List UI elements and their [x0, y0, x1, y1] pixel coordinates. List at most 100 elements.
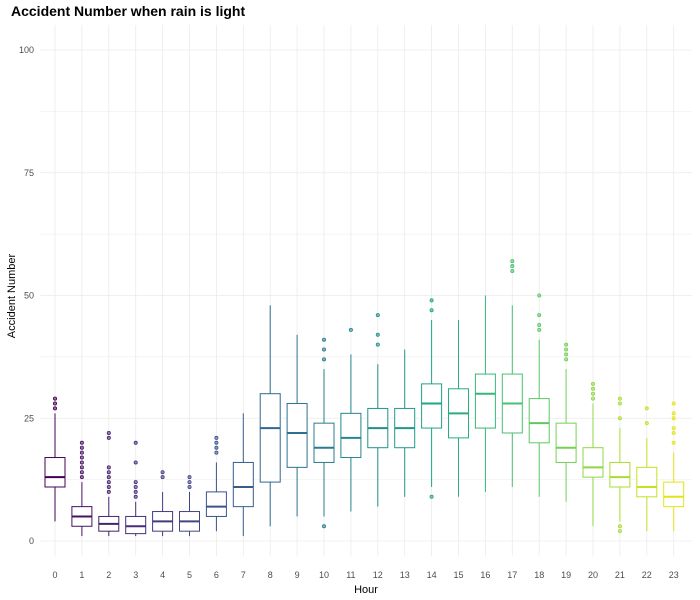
x-tick-label: 4: [160, 570, 165, 580]
x-tick-label: 11: [346, 570, 355, 580]
outlier-point: [429, 494, 434, 499]
outlier-point: [106, 489, 111, 494]
outlier-point: [106, 430, 111, 435]
y-tick-label: 0: [29, 536, 34, 546]
outlier-point: [671, 411, 676, 416]
outlier-point: [106, 484, 111, 489]
box-hour-9: [286, 334, 308, 517]
outlier-point: [106, 470, 111, 475]
outlier-point: [187, 480, 192, 485]
iqr-box: [528, 398, 550, 444]
box-hour-6: [205, 435, 227, 532]
outlier-point: [617, 529, 622, 534]
x-tick-label: 18: [534, 570, 544, 580]
outlier-point: [671, 416, 676, 421]
x-tick-label: 23: [669, 570, 679, 580]
outlier-point: [510, 259, 515, 264]
box-hour-0: [44, 396, 66, 522]
outlier-point: [79, 465, 84, 470]
x-tick-label: 0: [52, 570, 57, 580]
outlier-point: [375, 313, 380, 318]
outlier-point: [537, 313, 542, 318]
outlier-point: [106, 435, 111, 440]
y-tick-label: 25: [24, 413, 34, 423]
box-hour-7: [232, 413, 254, 537]
iqr-box: [582, 447, 604, 478]
outlier-point: [133, 484, 138, 489]
outlier-point: [510, 264, 515, 269]
outlier-point: [321, 337, 326, 342]
outlier-point: [348, 327, 353, 332]
outlier-point: [671, 430, 676, 435]
y-axis-title: Accident Number: [6, 253, 18, 338]
box-hour-2: [98, 430, 120, 537]
x-tick-label: 17: [507, 570, 517, 580]
y-tick-label: 100: [19, 45, 34, 55]
iqr-box: [313, 422, 335, 463]
box-hour-12: [367, 313, 389, 507]
y-axis-ticks: 0 25 50 75 100: [19, 45, 34, 546]
outlier-point: [133, 460, 138, 465]
outlier-point: [564, 357, 569, 362]
box-hour-8: [259, 305, 281, 527]
outlier-point: [79, 440, 84, 445]
outlier-point: [429, 298, 434, 303]
x-tick-label: 21: [615, 570, 625, 580]
outlier-point: [79, 455, 84, 460]
box-hour-22: [636, 406, 658, 532]
outlier-point: [671, 426, 676, 431]
outlier-point: [617, 396, 622, 401]
box-hour-4: [152, 470, 174, 537]
iqr-box: [286, 403, 308, 468]
outlier-point: [53, 401, 58, 406]
outlier-point: [375, 332, 380, 337]
outlier-point: [321, 347, 326, 352]
x-tick-label: 6: [214, 570, 219, 580]
y-tick-label: 50: [24, 291, 34, 301]
iqr-box: [232, 461, 254, 508]
x-axis-ticks: 0 1 2 3 4 5 6 7 8 9 10 11 12 13 14 15 16 17 18 19 20 21 22 23: [52, 570, 678, 580]
outlier-point: [644, 406, 649, 411]
x-tick-label: 2: [106, 570, 111, 580]
box-hour-1: [71, 440, 93, 537]
box-hour-15: [448, 320, 469, 497]
iqr-box: [474, 373, 496, 429]
x-tick-label: 19: [561, 570, 571, 580]
outlier-point: [53, 406, 58, 411]
outlier-point: [591, 386, 596, 391]
x-tick-label: 16: [480, 570, 490, 580]
box-hour-21: [609, 396, 631, 534]
outlier-point: [375, 342, 380, 347]
x-tick-label: 13: [400, 570, 410, 580]
outlier-point: [321, 357, 326, 362]
x-tick-label: 1: [79, 570, 84, 580]
outlier-point: [79, 475, 84, 480]
outlier-point: [133, 440, 138, 445]
outlier-point: [537, 327, 542, 332]
outlier-point: [133, 480, 138, 485]
outlier-point: [160, 470, 165, 475]
x-tick-label: 22: [642, 570, 652, 580]
outlier-point: [591, 391, 596, 396]
box-hour-13: [394, 349, 416, 497]
x-tick-label: 14: [427, 570, 437, 580]
iqr-box: [663, 481, 685, 508]
box-hour-14: [421, 298, 443, 499]
x-tick-label: 3: [133, 570, 138, 580]
outlier-point: [106, 465, 111, 470]
outlier-point: [617, 401, 622, 406]
box-hour-20: [582, 381, 604, 527]
outlier-point: [133, 494, 138, 499]
outlier-point: [537, 322, 542, 327]
iqr-box: [636, 466, 658, 498]
x-tick-label: 9: [295, 570, 300, 580]
box-hour-19: [555, 342, 577, 502]
x-tick-label: 20: [588, 570, 598, 580]
boxes: [44, 259, 685, 537]
box-hour-17: [501, 259, 523, 487]
outlier-point: [564, 347, 569, 352]
outlier-point: [53, 396, 58, 401]
outlier-point: [187, 484, 192, 489]
outlier-point: [106, 475, 111, 480]
